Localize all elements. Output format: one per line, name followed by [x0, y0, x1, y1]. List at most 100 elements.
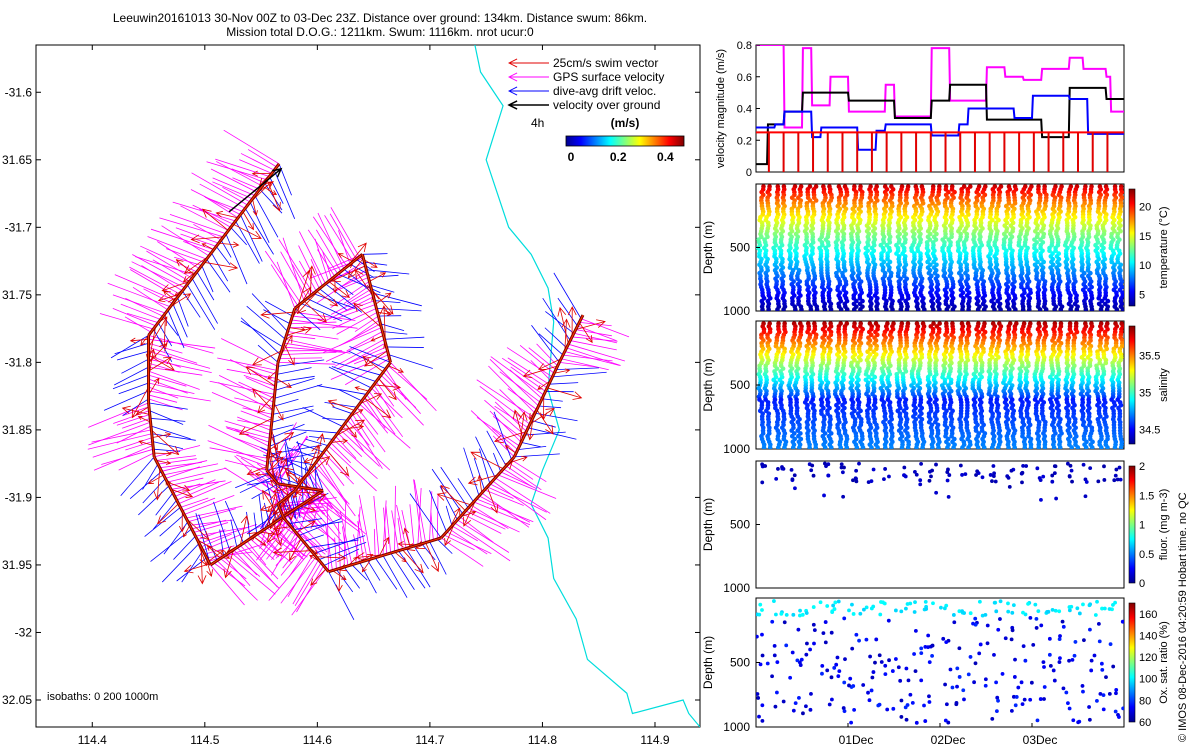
depth-point	[882, 445, 888, 449]
gps-vector	[333, 304, 376, 320]
swim-vector	[155, 460, 172, 465]
gps-vector	[287, 553, 314, 598]
gps-vector	[561, 358, 609, 371]
depth-point	[782, 445, 787, 449]
depth-point	[797, 445, 802, 449]
swim-vector	[477, 474, 483, 493]
gps-vector	[356, 407, 379, 435]
gps-vector	[351, 319, 380, 340]
drift-vector	[409, 493, 442, 539]
gps-vector	[354, 410, 386, 453]
swim-vector	[254, 471, 271, 477]
gps-vector	[148, 346, 198, 364]
gps-vector	[506, 347, 553, 378]
gps-vector	[88, 421, 151, 446]
map-plot-area	[87, 45, 700, 727]
depth-point	[981, 445, 987, 449]
isobaths-label: isobaths: 0 200 1000m	[47, 691, 158, 703]
drift-vector	[149, 410, 184, 425]
gps-vector	[126, 312, 159, 324]
velocity-y-label: velocity magnitude (m/s)	[715, 49, 727, 168]
gps-vector	[192, 204, 234, 225]
drift-vector	[253, 512, 258, 535]
drift-vector	[267, 452, 318, 463]
map-x-tick-label: 114.4	[78, 733, 107, 747]
depth-point	[858, 307, 863, 311]
gps-vector	[470, 504, 509, 529]
swim-vector	[361, 558, 372, 573]
drift-vector	[557, 297, 578, 327]
legend-swatch	[507, 72, 549, 82]
gps-vector	[272, 452, 293, 478]
depth-point	[829, 445, 834, 449]
gps-vector	[337, 342, 386, 370]
gps-vector	[358, 514, 368, 561]
gps-vector	[242, 407, 273, 415]
map-y-tick-label: 31.65	[2, 153, 32, 167]
depth-point	[922, 307, 927, 311]
depth-point	[943, 234, 948, 240]
legend-scale-label: 4h	[531, 116, 544, 130]
swim-vector	[185, 517, 210, 541]
swim-vector	[402, 549, 424, 574]
swim-vector	[148, 356, 172, 372]
swim-vector	[153, 467, 163, 501]
velocity-series	[756, 94, 1124, 151]
depth-point	[960, 212, 965, 217]
depth-point	[933, 419, 938, 425]
velocity-series	[756, 45, 1124, 129]
gps-vector	[332, 439, 378, 480]
drift-vector	[155, 492, 174, 516]
colorbar-tick-label: 0	[568, 150, 575, 164]
swim-vector	[310, 568, 327, 586]
gps-vector	[322, 296, 374, 323]
depth-point	[868, 307, 874, 311]
gps-vector	[366, 394, 396, 435]
gps-vector	[180, 205, 229, 231]
temperature-colorbar-label: temperature (°C)	[1158, 206, 1170, 288]
gps-vector	[505, 465, 542, 491]
map-y-tick-label: 32.05	[2, 693, 32, 707]
drift-vector	[201, 265, 214, 293]
gps-vector	[310, 259, 323, 287]
gps-vector	[233, 549, 258, 576]
swim-vector	[251, 170, 272, 177]
depth-y-tick-label: 1000	[723, 304, 750, 318]
swim-vector	[330, 438, 348, 444]
drift-vector	[273, 398, 299, 407]
drift-vector	[264, 300, 293, 317]
drift-vector	[150, 425, 191, 440]
swim-vector	[157, 293, 181, 303]
swim-vector	[295, 520, 316, 534]
gps-vector	[371, 387, 403, 419]
swim-vector	[276, 457, 288, 483]
gps-vector	[318, 458, 348, 504]
drift-vector	[283, 492, 329, 519]
drift-vector	[235, 473, 270, 489]
drift-vector	[440, 466, 469, 509]
gps-vector	[446, 531, 492, 555]
depth-point	[1074, 307, 1080, 311]
depth-point	[966, 212, 971, 217]
track-segment-core	[361, 254, 391, 363]
gps-vector	[332, 307, 377, 329]
coastline	[474, 45, 700, 727]
depth-point	[1042, 445, 1048, 449]
depth-point	[822, 445, 828, 449]
drift-vector	[275, 375, 315, 383]
drift-vector	[152, 499, 177, 530]
gps-vector	[209, 447, 269, 459]
swim-vector	[272, 525, 292, 532]
depth-point	[838, 445, 843, 449]
drift-vector	[269, 423, 305, 439]
drift-vector	[300, 303, 343, 322]
temperature-axes	[755, 183, 1125, 312]
gps-vector	[507, 388, 538, 410]
gps-vector	[484, 399, 525, 436]
gps-vector	[226, 368, 277, 379]
swim-vector	[121, 405, 150, 415]
swim-vector	[369, 272, 387, 282]
swim-vector	[436, 492, 472, 506]
drift-vector	[254, 195, 279, 238]
depth-point	[889, 445, 894, 449]
